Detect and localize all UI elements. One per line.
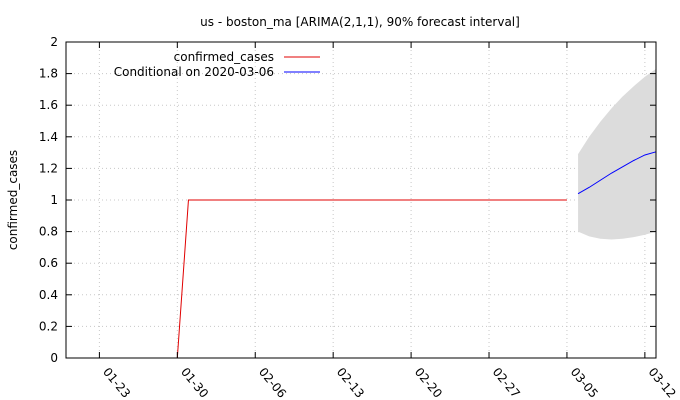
y-tick-label: 0.2 <box>39 319 58 333</box>
y-tick-label: 1.4 <box>39 130 58 144</box>
y-tick-label: 0.8 <box>39 225 58 239</box>
x-tick-label: 03-12 <box>646 365 679 400</box>
y-tick-label: 1 <box>50 193 58 207</box>
x-tick-label: 01-30 <box>178 365 211 400</box>
y-tick-label: 0.6 <box>39 256 58 270</box>
chart-title: us - boston_ma [ARIMA(2,1,1), 90% foreca… <box>200 15 520 29</box>
y-tick-label: 0.4 <box>39 288 58 302</box>
x-tick-label: 01-23 <box>100 365 133 400</box>
x-tick-label: 02-06 <box>256 365 289 400</box>
legend-label: confirmed_cases <box>174 50 274 64</box>
series-line-forecast <box>577 151 657 195</box>
y-tick-label: 1.6 <box>39 98 58 112</box>
x-tick-label: 02-20 <box>412 365 445 400</box>
x-tick-label: 03-05 <box>568 365 601 400</box>
y-tick-label: 1.8 <box>39 67 58 81</box>
forecast-interval-band <box>578 68 656 240</box>
y-tick-label: 1.2 <box>39 161 58 175</box>
forecast-interval-area <box>578 68 656 240</box>
y-axis-ticks: 0 0.2 0.4 0.6 0.8 1 1.2 1.4 1.6 1.8 2 <box>39 35 656 365</box>
legend-label: Conditional on 2020-03-06 <box>114 65 274 79</box>
y-tick-label: 0 <box>50 351 58 365</box>
x-tick-label: 02-13 <box>334 365 367 400</box>
series-lines <box>176 151 657 359</box>
series-line-confirmed-cases <box>176 199 567 359</box>
y-axis-label: confirmed_cases <box>6 150 20 250</box>
y-tick-label: 2 <box>50 35 58 49</box>
x-tick-label: 02-27 <box>490 365 523 400</box>
